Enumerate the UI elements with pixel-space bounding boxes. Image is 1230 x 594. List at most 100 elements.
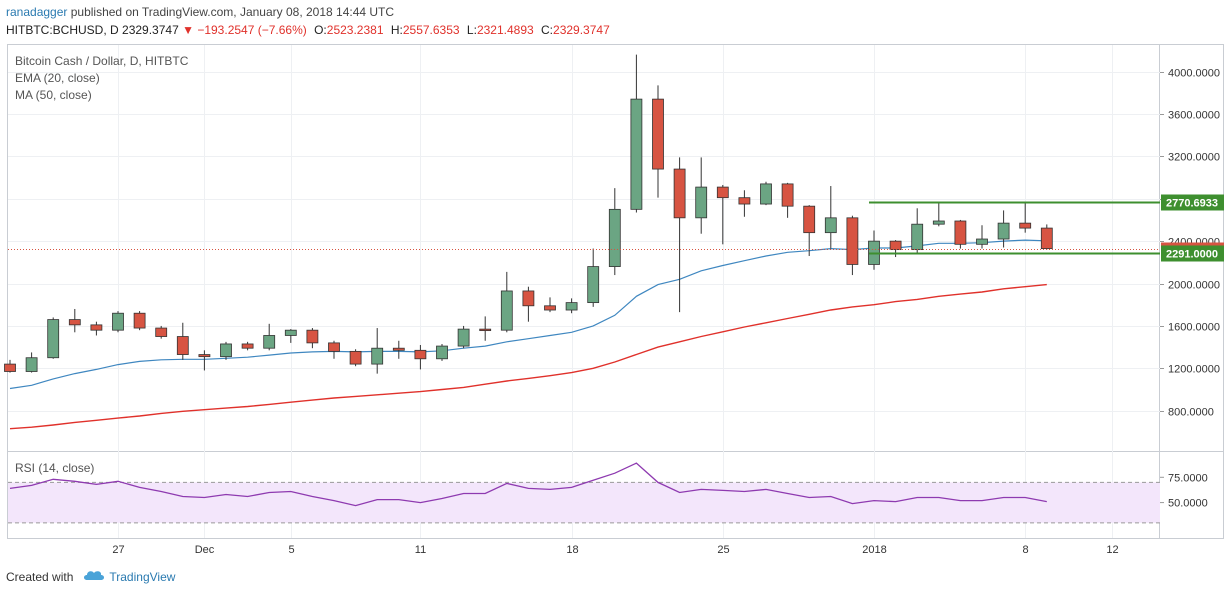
tradingview-link[interactable]: TradingView <box>109 569 176 584</box>
y-tick-label: 3200.0000 <box>1168 152 1220 164</box>
candle <box>414 345 427 370</box>
candle-body <box>716 186 729 199</box>
candle <box>608 188 621 276</box>
candle-body <box>414 349 427 360</box>
candle <box>328 340 340 359</box>
candle <box>176 322 189 360</box>
candle-body <box>673 168 686 219</box>
x-tick-label: 18 <box>566 544 578 556</box>
down-arrow-icon: ▼ <box>182 23 194 37</box>
candle <box>47 317 60 359</box>
candle <box>738 190 751 217</box>
candle <box>479 316 492 341</box>
candle <box>587 248 600 307</box>
candle <box>803 205 816 256</box>
candle-body <box>4 363 16 372</box>
level-badge <box>1161 245 1224 262</box>
candle-body <box>1019 222 1032 229</box>
y-tick-label: 3600.0000 <box>1168 110 1220 122</box>
candle-body <box>371 347 384 365</box>
rsi-line <box>9 462 1047 507</box>
tradingview-cloud-icon <box>83 569 105 584</box>
candle <box>673 157 686 313</box>
candle-body <box>522 290 535 307</box>
candle <box>371 328 384 374</box>
candle-body <box>997 222 1010 240</box>
candle-body <box>889 240 902 251</box>
close-label: C: <box>541 23 554 37</box>
rsi-band <box>8 482 1160 523</box>
close-value: 2329.3747 <box>122 23 179 37</box>
x-tick-label: 11 <box>415 544 426 556</box>
x-tick-label: 25 <box>717 544 729 556</box>
y-tick-label: 800.0000 <box>1168 407 1214 419</box>
candle <box>976 225 988 249</box>
legend-title: Bitcoin Cash / Dollar, D, HITBTC <box>15 54 189 68</box>
candle-body <box>652 98 664 170</box>
rsi-tick-label: 75.0000 <box>1168 472 1208 484</box>
high-value: 2557.6353 <box>402 23 460 37</box>
x-tick-label: 12 <box>1106 544 1118 556</box>
candle-body <box>695 186 708 219</box>
candle-body <box>479 328 492 332</box>
candle <box>932 201 945 227</box>
candle <box>846 215 859 276</box>
candle <box>544 297 556 313</box>
candle-body <box>932 220 945 225</box>
candle <box>68 308 81 333</box>
legend-ma: MA (50, close) <box>15 88 92 102</box>
change-value: −193.2547 (−7.66%) <box>197 23 307 37</box>
candle-body <box>587 266 600 304</box>
candle-body <box>220 343 232 358</box>
candle-body <box>155 327 168 337</box>
high-label: H: <box>390 23 403 37</box>
candle <box>25 352 38 373</box>
candle-body <box>284 329 297 336</box>
author-link[interactable]: ranadagger <box>6 5 68 19</box>
open-value: 2523.2381 <box>326 23 384 37</box>
candle <box>349 349 362 367</box>
candle-body <box>500 290 513 331</box>
y-tick-label: 1200.0000 <box>1168 364 1220 376</box>
candle-body <box>198 354 211 358</box>
candle-body <box>565 302 578 311</box>
candle <box>198 350 211 371</box>
candle <box>220 341 232 360</box>
candle-body <box>954 220 967 245</box>
candle-body <box>738 197 751 205</box>
candle <box>436 343 448 361</box>
candle-body <box>112 312 124 331</box>
candle <box>4 359 16 373</box>
candle <box>263 323 276 351</box>
candle-body <box>263 335 276 349</box>
candle-body <box>47 319 60 359</box>
candle <box>652 85 664 198</box>
candle <box>824 186 837 249</box>
open-label: O: <box>314 23 327 37</box>
candle-body <box>90 324 103 331</box>
rsi-tick-label: 50.0000 <box>1168 498 1208 510</box>
created-with-label: Created with <box>6 569 74 584</box>
candle <box>392 340 405 359</box>
candle-body <box>544 305 556 311</box>
candle-body <box>1040 227 1053 250</box>
level-label: 2291.0000 <box>1166 249 1218 261</box>
candle-body <box>328 342 340 352</box>
x-tick-label: Dec <box>195 544 215 556</box>
candle <box>112 311 124 333</box>
candle-body <box>457 328 470 347</box>
candle <box>1040 224 1053 250</box>
x-tick-label: 2018 <box>862 544 886 556</box>
candle <box>284 329 297 343</box>
candle-body <box>911 223 924 251</box>
ma-line <box>9 283 1047 430</box>
candle <box>781 182 794 218</box>
candle <box>522 286 535 322</box>
candle <box>630 54 643 213</box>
candle-body <box>976 238 988 245</box>
low-value: 2321.4893 <box>476 23 534 37</box>
y-tick-label: 2000.0000 <box>1168 280 1220 292</box>
low-label: L: <box>466 23 477 37</box>
candle-body <box>241 343 254 349</box>
